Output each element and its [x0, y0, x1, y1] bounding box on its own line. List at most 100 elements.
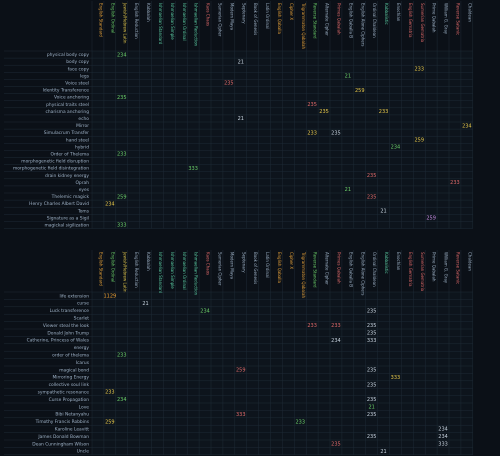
- table1-cell-value: 21: [345, 187, 351, 193]
- table1-row-label: magickal sigilization: [44, 223, 89, 229]
- table1-row-label: Toms: [77, 208, 90, 214]
- table2-column-header: Ishmaelian Standard: [158, 252, 163, 294]
- table1-cell-value: 235: [367, 194, 377, 200]
- table2-cell-value: 234: [331, 338, 341, 344]
- table2-cell-value: 233: [117, 353, 127, 359]
- table1-row-label: Voice steel: [65, 81, 89, 87]
- table1-cell-value: 21: [238, 116, 244, 122]
- table2-cell-value: 1129: [103, 293, 116, 299]
- table1-row-label: body copy: [66, 59, 89, 65]
- table2-row-label: sympathetic resonance: [38, 390, 90, 396]
- table1-column-header: Primes Qabalah: [336, 3, 341, 35]
- table2-column-header: Prime Qabalah: [432, 252, 437, 282]
- table2-cell-value: 234: [117, 397, 127, 403]
- table1-cell-value: 233: [117, 152, 127, 158]
- table2-cell-value: 21: [142, 301, 148, 307]
- table2-row-label: Karoline Leavitt: [55, 427, 90, 433]
- table2-cell-value: 233: [105, 390, 115, 396]
- table2-column-header: Kabbalah: [146, 252, 151, 271]
- table2-row-label: collective soul link: [49, 382, 90, 388]
- table1-cell-value: 333: [117, 223, 127, 229]
- table2-column-header: Modern Maya: [229, 252, 234, 280]
- table2-column-header: Latin Ordinal: [265, 252, 270, 278]
- table2-cell-value: 21: [380, 449, 386, 455]
- table1-row-label: legs: [80, 73, 90, 79]
- table1-row-label: echo: [78, 116, 89, 122]
- table2-column-header: English Gematria: [408, 252, 413, 287]
- table2-column-header: Sumerian Cipher: [217, 252, 222, 286]
- table1-cell-value: 259: [414, 137, 424, 143]
- table1-cell-value: 234: [391, 145, 401, 151]
- table1-row-label: Identity Transference: [43, 88, 90, 94]
- table2-cell-value: 233: [295, 419, 305, 425]
- table2-row-label: Bibi Netanyahu: [55, 412, 89, 418]
- table1-column-header: Alternate Cipher: [325, 3, 330, 36]
- table1-cell-value: 234: [117, 52, 127, 58]
- table1-column-header: Ordinal Chaldean: [372, 3, 377, 38]
- table2-cell-value: 235: [367, 412, 377, 418]
- table2-cell-value: 235: [331, 441, 341, 447]
- table2-row-label: Luck transference: [50, 308, 90, 314]
- table2-row-label: Curse Propagation: [49, 397, 90, 403]
- table2-column-header: English Alone Ciphers: [360, 252, 365, 295]
- table1-cell-value: 235: [224, 81, 234, 87]
- table2-column-header: Cipher X: [289, 252, 294, 269]
- table2-column-header: Sumerian Gematria: [420, 252, 425, 292]
- table2-column-header: English Ordinal: [110, 252, 115, 282]
- table1-column-header: English Gematria: [408, 3, 413, 38]
- table1-column-header: Chaldean: [467, 3, 472, 22]
- table1-row-label: drain kidney energy: [45, 173, 89, 179]
- table1-cell-value: 235: [331, 130, 341, 136]
- table1-column-header: Cipher X: [289, 3, 294, 20]
- table2-cell-value: 235: [367, 323, 377, 329]
- table2-column-header: English Qaballa: [277, 252, 282, 284]
- table1-column-header: Septenary: [241, 3, 246, 24]
- table2-cell-value: 333: [438, 441, 448, 447]
- table1-column-header: William G. Gray: [444, 3, 449, 35]
- table2-column-header: Ordinal Chaldean: [372, 252, 377, 287]
- table2-column-header: Trigrammaton Qabalah: [301, 251, 306, 298]
- table1-row-label: physical body copy: [47, 52, 90, 58]
- table1-column-header: English Alone Ciphers: [360, 3, 365, 46]
- table1-row-label: hybrid: [75, 144, 89, 150]
- table1-column-header: Trigrammaton Qabalah: [301, 2, 306, 49]
- table1-column-header: Ishmaelian Simple: [170, 3, 175, 40]
- table1-column-header: Book of Genesis: [253, 3, 258, 35]
- table1-column-header: Modern Maya: [229, 3, 234, 31]
- table1-cell-value: 233: [379, 109, 389, 115]
- table1-column-header: Kabbalistic: [384, 3, 389, 25]
- table1-column-header: Latin Ordinal: [265, 3, 270, 29]
- table2-row-label: Mirroring Energy: [53, 375, 90, 381]
- table1-cell-value: 21: [345, 74, 351, 80]
- table2-column-header: Book of Genesis: [253, 252, 258, 284]
- table1-column-header: English Ordinal: [110, 3, 115, 33]
- table2-cell-value: 234: [200, 308, 210, 314]
- table1-cell-value: 333: [188, 166, 198, 172]
- table1-column-header: Reverse Standard: [313, 3, 318, 39]
- table1-cell-value: 21: [380, 208, 386, 214]
- table2-cell-value: 235: [367, 308, 377, 314]
- table2-cell-value: 234: [438, 427, 448, 433]
- table2-cell-value: 259: [105, 419, 115, 425]
- table1-row-label: Mirror: [76, 123, 89, 129]
- table2-column-header: Ishmaelian Ordinal: [182, 252, 187, 290]
- table1-row-label: face copy: [68, 66, 90, 72]
- table1-column-header: Sumerian Gematria: [420, 3, 425, 43]
- table1-column-header: Sumerian Cipher: [217, 3, 222, 37]
- table2-cell-value: 235: [367, 382, 377, 388]
- table1-column-header: Prime Qabalah: [432, 3, 437, 33]
- table2-cell-value: 259: [236, 367, 246, 373]
- table1-row-label: Oprah: [75, 180, 89, 186]
- table2-column-header: Septenary: [241, 252, 246, 273]
- table1-column-header: Kaos Chaos: [206, 3, 211, 26]
- table1-cell-value: 259: [426, 216, 436, 222]
- table2-row-label: Donald John Trump: [47, 330, 89, 336]
- table2-cell-value: 21: [368, 404, 374, 410]
- table1-cell-value: 235: [319, 109, 329, 115]
- table1-cell-value: 235: [117, 95, 127, 101]
- table1-column-header: Ishmaelian Standard: [158, 3, 163, 45]
- table1-cell-value: 21: [238, 59, 244, 65]
- table2-row-label: Icarus: [76, 360, 90, 366]
- table1-column-header: Reverse Satanic: [455, 3, 460, 35]
- table2-row-label: order of thelema: [52, 353, 89, 359]
